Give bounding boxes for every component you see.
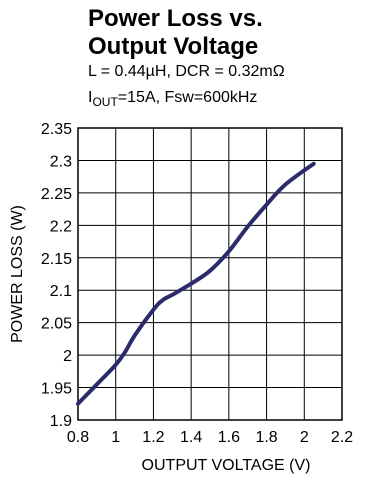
y-tick-label: 2.05 (41, 316, 72, 333)
x-tick-label: 1 (111, 429, 120, 446)
chart-title-line1: Power Loss vs. (88, 5, 263, 32)
x-tick-labels: 0.8 1 1.2 1.4 1.6 1.8 2 2.2 (67, 429, 353, 446)
plot-frame (77, 127, 343, 421)
x-tick-label: 2.2 (331, 429, 353, 446)
subtitle-rest: =15A, Fsw=600kHz (117, 89, 258, 106)
x-tick-label: 0.8 (67, 429, 89, 446)
y-tick-label: 2 (63, 348, 72, 365)
subtitle-subscript: OUT (92, 95, 118, 109)
x-tick-label: 1.8 (255, 429, 277, 446)
y-tick-label: 1.95 (41, 381, 72, 398)
y-tick-label: 2.25 (41, 186, 72, 203)
chart-title: Power Loss vs. Output Voltage (88, 5, 263, 61)
y-tick-label: 2.1 (50, 283, 72, 300)
y-tick-label: 2.15 (41, 251, 72, 268)
subtitle-prefix: I (88, 89, 93, 106)
grid (78, 128, 342, 420)
x-tick-label: 1.4 (180, 429, 202, 446)
chart-subtitle-line2: IOUT=15A, Fsw=600kHz (88, 88, 257, 112)
series-line (76, 161, 316, 406)
y-tick-label: 2.3 (50, 153, 72, 170)
x-tick-label: 1.6 (218, 429, 240, 446)
y-tick-label: 1.9 (50, 413, 72, 430)
y-tick-labels: 1.9 1.95 2 2.05 2.1 2.15 2.2 2.25 2.3 2.35 (41, 121, 72, 430)
chart-subtitle-line1: L = 0.44µH, DCR = 0.32mΩ (88, 63, 285, 80)
chart-title-line2: Output Voltage (88, 33, 259, 60)
x-tick-label: 1.2 (142, 429, 164, 446)
x-tick-label: 2 (300, 429, 309, 446)
x-axis-label: OUTPUT VOLTAGE (V) (142, 457, 311, 474)
y-tick-label: 2.35 (41, 121, 72, 138)
y-axis-label: POWER LOSS (W) (9, 205, 26, 343)
y-tick-label: 2.2 (50, 218, 72, 235)
